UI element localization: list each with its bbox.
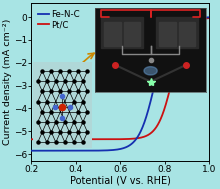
- Fe-N-C: [150, 96, 153, 98]
- Fe-N-C: [210, 16, 213, 18]
- Fe-N-C: [76, 149, 79, 152]
- Fe-N-C: [136, 136, 139, 138]
- Pt/C: [30, 138, 33, 140]
- Legend: Fe-N-C, Pt/C: Fe-N-C, Pt/C: [37, 9, 81, 30]
- Pt/C: [136, 137, 139, 139]
- Pt/C: [62, 138, 64, 140]
- Y-axis label: Current density (mA cm⁻²): Current density (mA cm⁻²): [4, 19, 13, 145]
- Line: Pt/C: Pt/C: [31, 18, 212, 139]
- Pt/C: [210, 17, 213, 19]
- Pt/C: [166, 99, 168, 101]
- Fe-N-C: [62, 149, 64, 152]
- Fe-N-C: [30, 149, 33, 152]
- Pt/C: [76, 138, 79, 140]
- Line: Fe-N-C: Fe-N-C: [31, 17, 212, 151]
- Pt/C: [150, 131, 153, 134]
- Pt/C: [112, 138, 114, 140]
- X-axis label: Potential (V vs. RHE): Potential (V vs. RHE): [70, 176, 171, 186]
- Fe-N-C: [112, 149, 114, 151]
- Fe-N-C: [166, 40, 168, 42]
